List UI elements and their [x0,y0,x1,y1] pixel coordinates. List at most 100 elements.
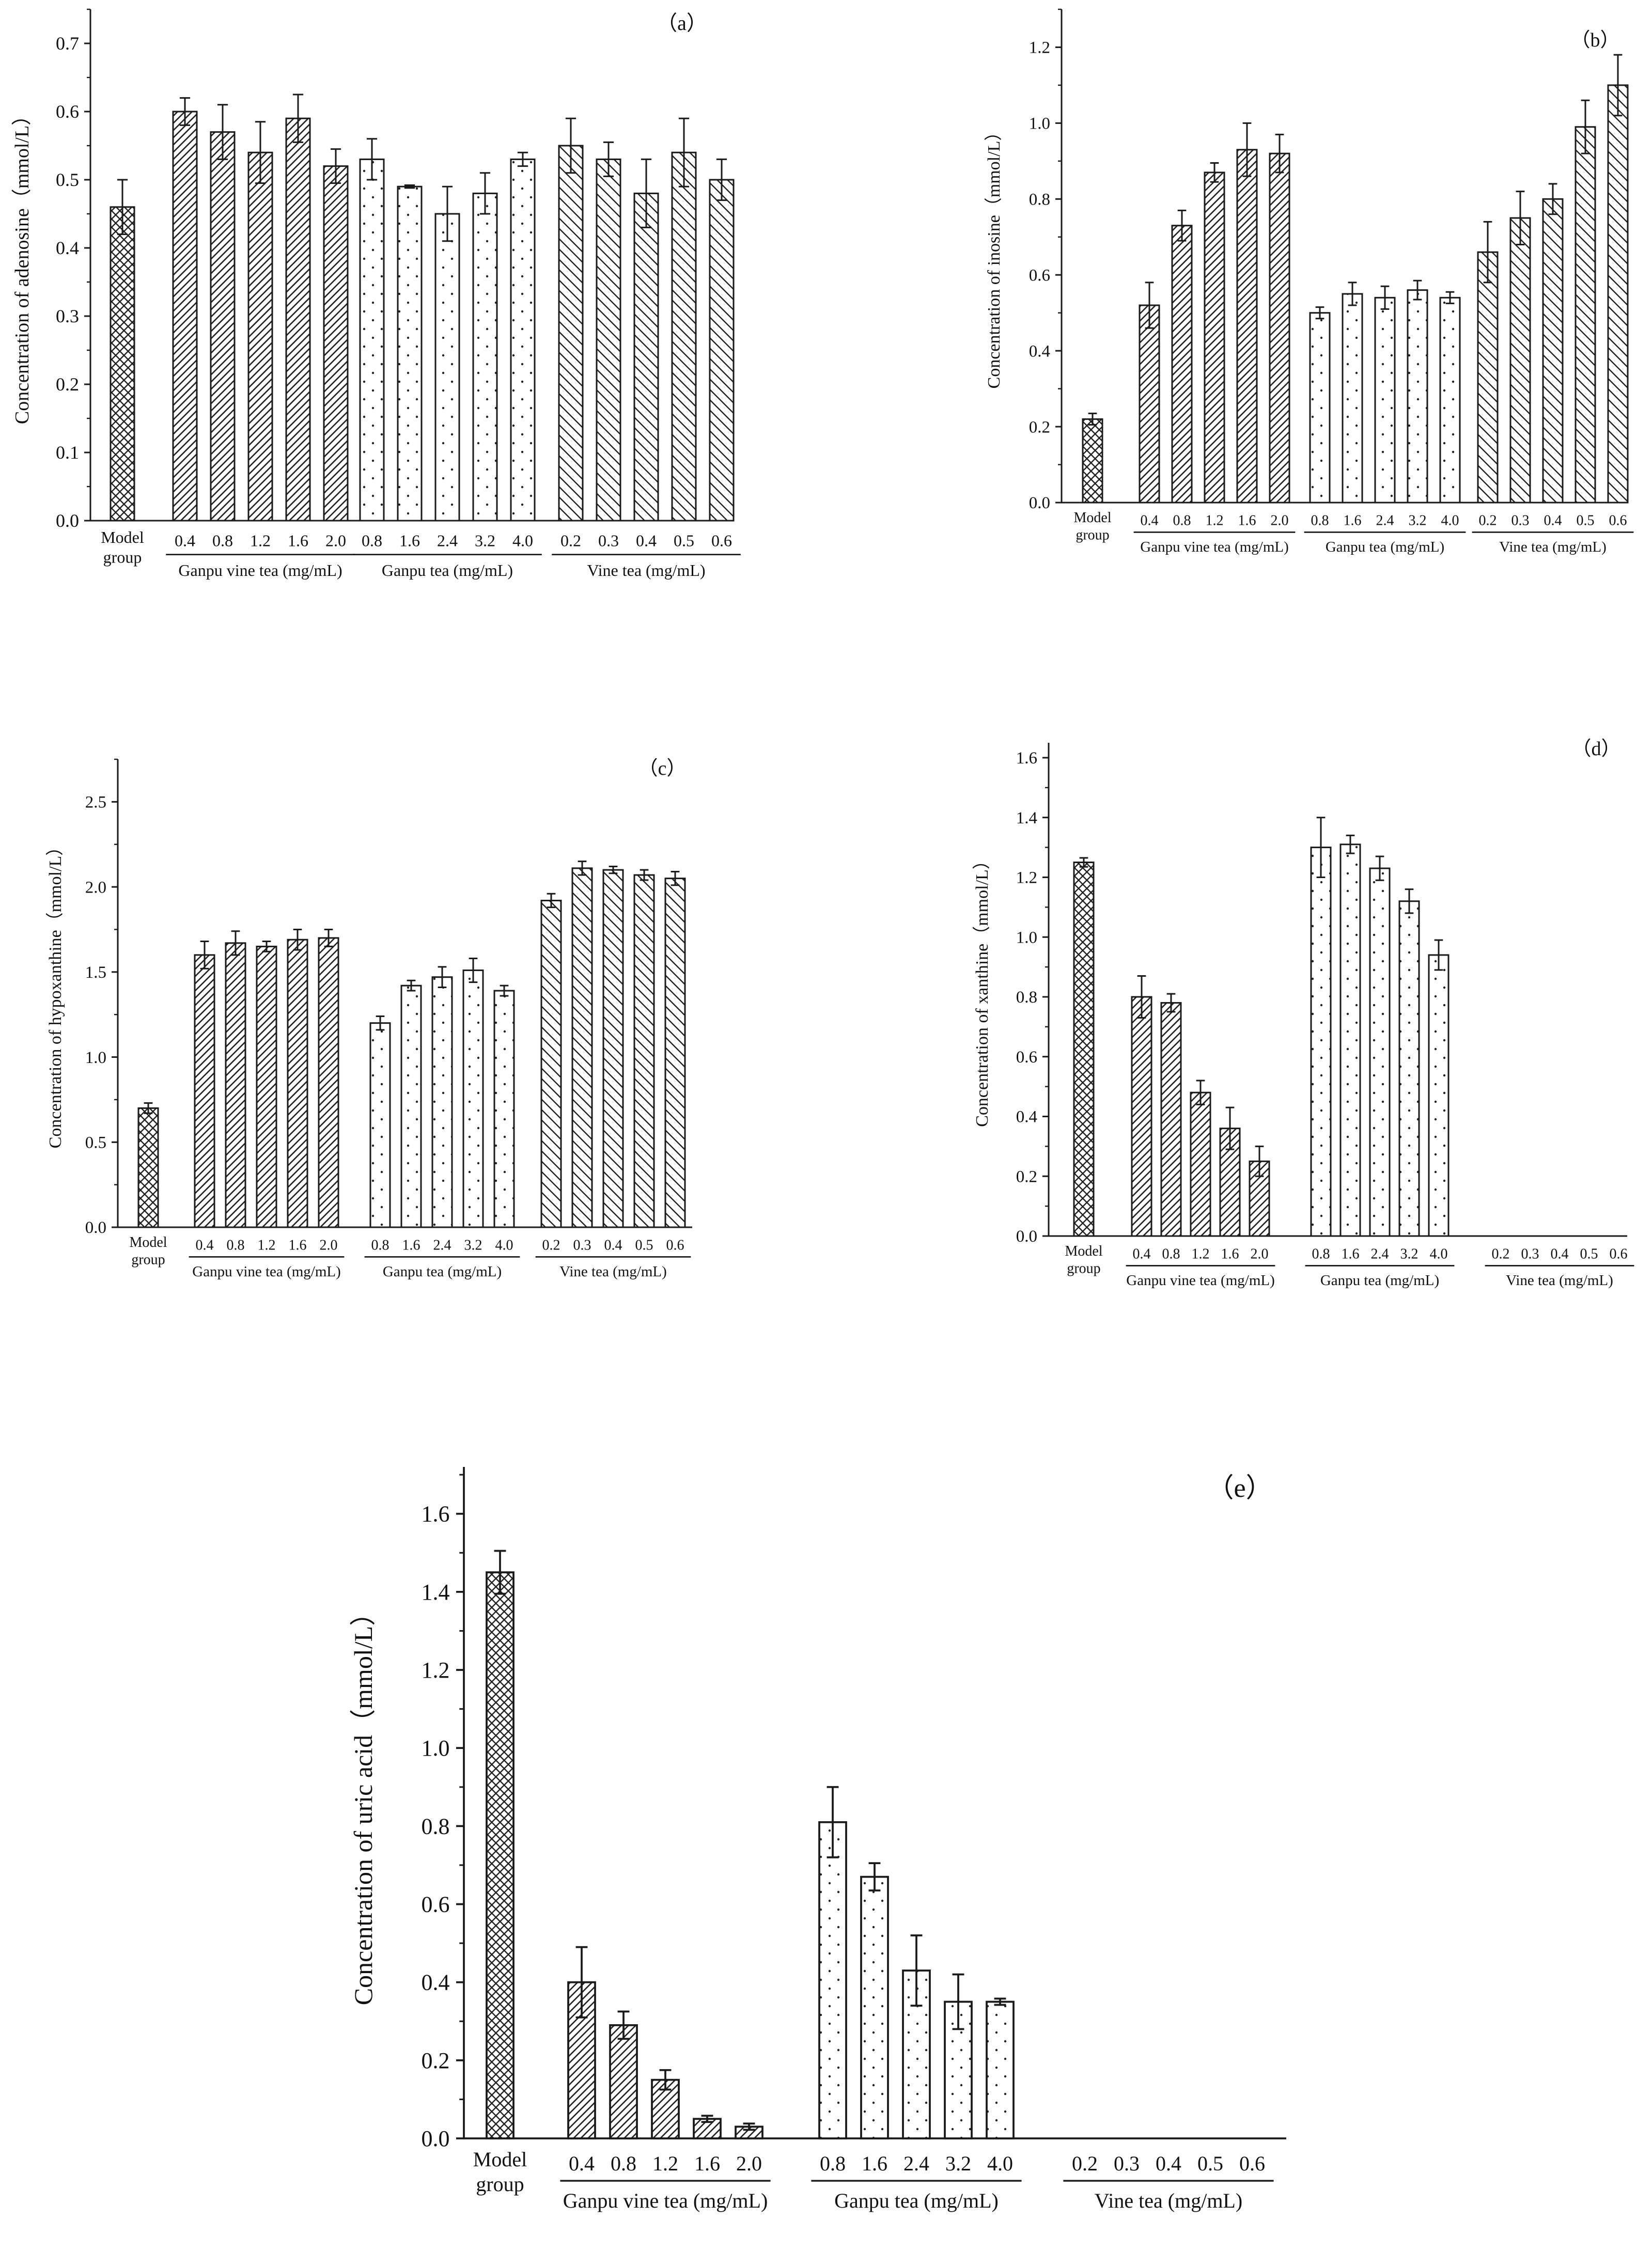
group-label: Ganpu vine tea (mg/mL) [1140,539,1289,555]
y-tick-label: 0.7 [56,33,79,54]
bar-dots [400,984,422,1228]
chart-panel-b: 0.0 0.2 0.4 0.6 0.8 1.0 1.2 Concentration of in… [984,8,1634,555]
bar-dots [359,158,385,522]
x-category-label: 0.8 [227,1237,245,1253]
x-category-label: 1.6 [289,1237,307,1253]
model-label-line1: Model [1065,1243,1102,1259]
x-category-label: 0.4 [1156,2152,1181,2175]
bar-dots [369,1022,391,1228]
bar-dots [1310,847,1332,1237]
y-tick-label: 2.5 [85,793,106,812]
group-label: Ganpu vine tea (mg/mL) [1126,1272,1275,1289]
y-tick-label: 0.0 [422,2126,450,2151]
x-category-label: 1.6 [694,2152,720,2175]
x-category-label: 4.0 [512,532,533,550]
x-category-label: 0.5 [1580,1246,1598,1262]
y-tick-label: 1.2 [1016,869,1037,887]
x-category-label: 1.2 [250,532,271,550]
y-tick-label: 0.6 [56,101,79,122]
model-group-bar [486,1571,515,2139]
bar-hatch [1139,304,1160,504]
y-tick-label: 1.0 [422,1736,450,1761]
group-label: Ganpu vine tea (mg/mL) [178,561,342,580]
bar-hatch [225,942,246,1228]
y-tick-label: 0.0 [85,1218,106,1237]
y-tick-label: 0.0 [1016,1227,1037,1246]
y-tick-label: 2.0 [85,878,106,897]
y-tick-label: 0.1 [56,442,79,463]
bar-dots [397,185,423,522]
model-label-line2: group [1076,527,1109,543]
x-category-label: 2.4 [433,1237,451,1253]
group-label: Ganpu tea (mg/mL) [1326,539,1444,555]
bar-dots [1439,296,1461,504]
y-tick-label: 0.4 [1029,342,1050,361]
x-category-label: 3.2 [1409,512,1427,528]
bar-hatch [323,165,349,522]
bar-dots [434,213,460,522]
group-label: Vine tea (mg/mL) [587,561,705,580]
chart-panel-a: 0.0 0.1 0.2 0.3 0.4 0.5 0.6 0.7 Concentration of… [11,8,741,580]
bar-hatch [1236,149,1258,504]
group-label: Ganpu tea (mg/mL) [1320,1272,1439,1289]
bar-hatch2 [1607,84,1629,504]
bar-dots [1369,867,1391,1237]
model-group-bar [1082,418,1103,504]
x-category-label: 1.2 [1192,1246,1210,1262]
x-category-label: 3.2 [464,1237,482,1253]
y-axis-title: Concentration of hypoxanthine（mmol/L） [45,838,65,1149]
x-category-label: 0.4 [604,1237,622,1253]
x-category-label: 4.0 [1441,512,1459,528]
x-category-label: 0.4 [196,1237,214,1253]
x-category-label: 0.4 [1551,1246,1569,1262]
y-tick-label: 0.2 [422,2048,450,2073]
y-tick-label: 0.6 [1029,266,1050,285]
x-category-label: 0.2 [1072,2152,1098,2175]
panel-label: （a） [657,11,707,35]
group-label: Ganpu tea (mg/mL) [382,561,513,580]
bar-hatch2 [633,192,659,522]
x-category-label: 3.2 [475,532,495,550]
x-category-label: 1.6 [1221,1246,1239,1262]
x-category-label: 1.6 [288,532,308,550]
bar-hatch2 [671,151,697,522]
y-tick-label: 1.6 [422,1502,450,1527]
y-tick-label: 0.2 [1016,1167,1037,1186]
x-category-label: 4.0 [1430,1246,1448,1262]
x-category-label: 2.0 [736,2152,762,2175]
bar-dots [462,970,484,1228]
model-label-line2: group [476,2172,524,2196]
x-category-label: 0.8 [1173,512,1191,528]
x-category-label: 0.6 [1609,512,1627,528]
bar-hatch [247,151,273,522]
y-tick-label: 1.4 [1016,809,1037,827]
bar-hatch2 [596,158,621,522]
model-label-line1: Model [1073,510,1111,526]
bar-dots [431,976,453,1228]
x-category-label: 0.4 [1133,1246,1151,1262]
bar-hatch [318,937,339,1228]
bar-hatch [1131,996,1152,1237]
y-tick-label: 1.0 [1016,928,1037,947]
model-label-line2: group [103,548,142,567]
x-category-label: 3.2 [1400,1246,1419,1262]
x-category-label: 0.6 [1610,1246,1628,1262]
bar-dots [1407,289,1428,504]
x-category-label: 0.6 [1239,2152,1265,2175]
bar-dots [1398,900,1420,1237]
x-category-label: 0.5 [635,1237,653,1253]
bar-hatch [609,2024,638,2139]
x-category-label: 0.8 [1311,512,1329,528]
panel-label: （c） [638,758,687,779]
model-label-line2: group [1067,1260,1100,1276]
x-category-label: 0.8 [1162,1246,1180,1262]
y-tick-label: 1.0 [1029,115,1050,133]
x-category-label: 0.5 [1197,2152,1223,2175]
y-tick-label: 0.6 [422,1892,450,1917]
y-tick-label: 0.8 [1029,191,1050,209]
x-category-label: 0.4 [569,2152,595,2175]
bar-dots [493,990,515,1228]
y-tick-label: 0.4 [56,238,79,258]
x-category-label: 0.8 [611,2152,636,2175]
group-label: Vine tea (mg/mL) [1095,2189,1242,2212]
